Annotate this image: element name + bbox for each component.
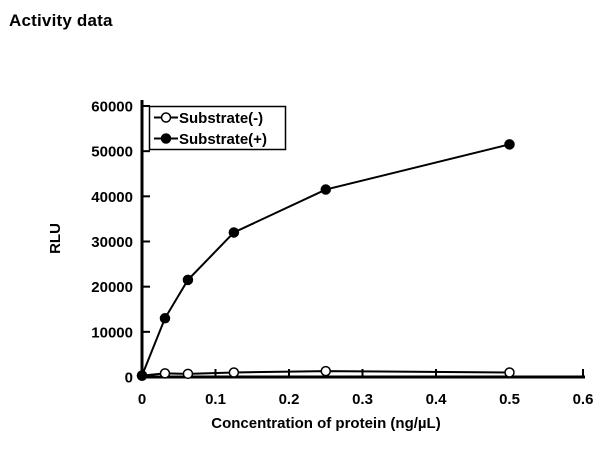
x-tick-label: 0.3 — [352, 391, 373, 408]
substrate-plus-marker-filled-circle — [228, 227, 240, 238]
y-tick-label: 30000 — [91, 234, 133, 251]
y-tick-label: 50000 — [91, 144, 133, 161]
filled-circle-icon — [160, 133, 172, 144]
legend-label: Substrate(-) — [179, 110, 263, 127]
y-tick-label: 10000 — [91, 324, 133, 341]
x-tick-label: 0.1 — [205, 391, 226, 408]
y-axis-title: RLU — [47, 223, 64, 254]
chart-title: Activity data — [9, 11, 113, 30]
x-tick-label: 0 — [138, 391, 146, 408]
y-tick-label: 20000 — [91, 279, 133, 296]
x-tick-label: 0.6 — [573, 391, 594, 408]
substrate-minus-marker-open-circle — [159, 368, 171, 379]
substrate-minus-marker-open-circle — [182, 368, 194, 380]
substrate-minus-marker-open-circle — [504, 367, 515, 378]
y-tick-label: 40000 — [91, 189, 133, 206]
series-line-substrate-plus — [141, 143, 510, 377]
substrate-plus-marker-filled-circle — [182, 274, 194, 286]
substrate-plus-marker-filled-circle — [136, 370, 148, 381]
open-circle-icon — [160, 112, 172, 123]
x-axis-title: Concentration of protein (ng/µL) — [211, 415, 440, 432]
substrate-plus-marker-filled-circle — [320, 184, 331, 195]
substrate-minus-marker-open-circle — [228, 367, 240, 378]
x-tick-label: 0.4 — [426, 391, 448, 408]
y-tick-label: 0 — [125, 370, 133, 387]
substrate-plus-marker-filled-circle — [159, 313, 171, 324]
substrate-minus-marker-open-circle — [320, 365, 331, 377]
x-tick-label: 0.5 — [499, 391, 520, 408]
legend-label: Substrate(+) — [179, 131, 267, 148]
y-tick-label: 60000 — [91, 99, 133, 116]
x-tick-label: 0.2 — [279, 391, 300, 408]
legend-box — [148, 105, 287, 151]
substrate-plus-marker-filled-circle — [504, 139, 515, 150]
